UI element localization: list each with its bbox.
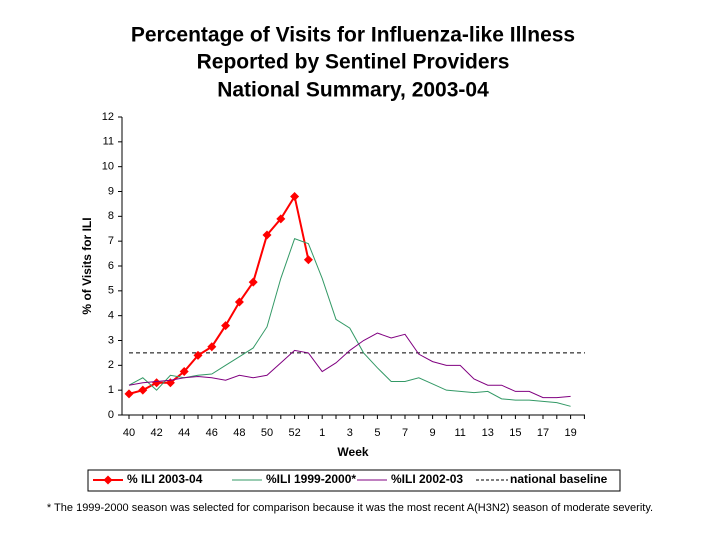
y-tick-label: 11: [103, 136, 114, 148]
marker: [303, 255, 313, 265]
x-tick-label: 15: [509, 427, 521, 439]
chart-title: Reported by Sentinel Providers: [197, 51, 510, 74]
marker: [152, 378, 162, 388]
y-tick-label: 10: [102, 161, 114, 173]
legend-label: %ILI 2002-03: [391, 472, 463, 486]
legend-label: %ILI 1999-2000*: [266, 472, 356, 486]
x-tick-label: 40: [123, 427, 135, 439]
x-tick-label: 52: [288, 427, 300, 439]
marker: [179, 367, 189, 377]
marker: [290, 191, 300, 201]
marker: [262, 230, 272, 240]
x-axis-label: Week: [337, 445, 368, 459]
y-tick-label: 5: [108, 285, 114, 297]
chart-title: Percentage of Visits for Influenza-like …: [131, 24, 575, 47]
y-axis-label: % of Visits for ILI: [80, 217, 94, 314]
series-line: [128, 193, 310, 395]
x-tick-label: 48: [233, 427, 245, 439]
marker: [207, 342, 217, 352]
marker: [276, 214, 286, 224]
chart-title: National Summary, 2003-04: [217, 79, 489, 102]
legend-label: national baseline: [510, 472, 608, 486]
y-tick-label: 0: [108, 409, 114, 421]
y-tick-label: 4: [108, 310, 114, 322]
y-tick-label: 8: [108, 210, 114, 222]
y-tick-label: 3: [108, 334, 114, 346]
series-line: [128, 332, 571, 399]
x-tick-label: 1: [319, 427, 325, 439]
x-tick-label: 42: [150, 427, 162, 439]
legend: [87, 469, 621, 492]
x-tick-label: 44: [178, 427, 190, 439]
marker: [193, 350, 203, 360]
marker: [138, 385, 148, 395]
marker: [221, 321, 231, 331]
marker: [124, 389, 134, 399]
y-tick-label: 2: [108, 359, 114, 371]
legend-marker: [103, 475, 113, 485]
legend-label: % ILI 2003-04: [127, 472, 203, 486]
y-tick-label: 1: [108, 384, 114, 396]
x-tick-label: 7: [402, 427, 408, 439]
marker: [234, 297, 244, 307]
x-tick-label: 11: [454, 427, 465, 439]
x-tick-label: 19: [564, 427, 576, 439]
y-tick-label: 12: [102, 111, 114, 123]
x-tick-label: 3: [347, 427, 353, 439]
y-tick-label: 7: [108, 235, 114, 247]
y-tick-label: 6: [108, 260, 114, 272]
marker: [248, 277, 258, 287]
x-tick-label: 5: [374, 427, 380, 439]
y-tick-label: 9: [108, 185, 114, 197]
footnote: * The 1999-2000 season was selected for …: [47, 502, 653, 514]
series-line: [128, 238, 571, 407]
x-tick-label: 46: [206, 427, 218, 439]
x-tick-label: 9: [430, 427, 436, 439]
x-tick-label: 13: [482, 427, 494, 439]
x-tick-label: 17: [537, 427, 549, 439]
x-tick-label: 50: [261, 427, 273, 439]
